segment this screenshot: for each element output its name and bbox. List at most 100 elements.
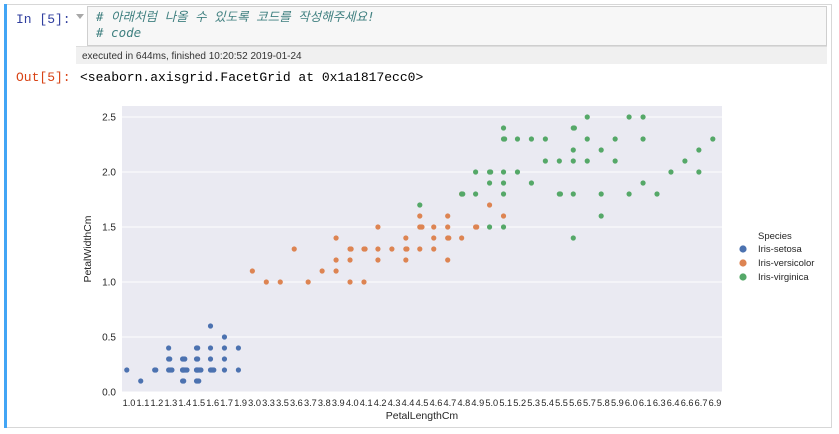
data-point: [195, 356, 201, 362]
legend-marker: [739, 273, 747, 281]
data-point: [403, 235, 409, 241]
data-point: [500, 224, 507, 230]
data-points: [124, 114, 716, 384]
data-point: [166, 345, 172, 351]
data-point: [235, 345, 242, 351]
x-tick-labels: 1.0 1.1 1.2 1.3 1.4 1.5 1.6 1.7 1.9 3.0 3.3 3.5 3.6 3…: [123, 398, 722, 408]
x-tick-label: 3.6: [290, 398, 303, 408]
y-tick-label: 1.0: [102, 278, 116, 289]
x-tick-label: 4.0: [346, 398, 359, 408]
data-point: [640, 180, 646, 186]
data-point: [640, 114, 646, 120]
y-tick-label: 2.0: [102, 168, 116, 179]
data-point: [460, 191, 466, 197]
data-point: [626, 191, 632, 197]
data-point: [598, 213, 604, 219]
x-tick-label: 5.1: [499, 398, 512, 408]
x-tick-label: 6.0: [625, 398, 638, 408]
data-point: [486, 224, 493, 230]
data-point: [584, 158, 590, 164]
notebook-cell[interactable]: [4, 4, 832, 428]
x-tick-label: 5.9: [611, 398, 624, 408]
x-tick-label: 5.8: [597, 398, 610, 408]
x-tick-label: 5.5: [555, 398, 568, 408]
output-prompt: Out[5]:: [16, 70, 71, 85]
x-tick-label: 6.9: [709, 398, 722, 408]
data-point: [375, 246, 381, 252]
data-point: [500, 213, 507, 219]
data-point: [347, 279, 353, 285]
data-point: [124, 367, 130, 373]
data-point: [319, 268, 325, 274]
data-point: [626, 114, 632, 120]
data-point: [211, 367, 217, 373]
x-tick-label: 6.1: [639, 398, 652, 408]
data-point: [500, 191, 507, 197]
legend-entry: Iris-versicolor: [758, 258, 814, 269]
data-point: [486, 180, 493, 186]
data-point: [500, 169, 507, 175]
x-tick-label: 4.9: [471, 398, 484, 408]
data-point: [305, 279, 311, 285]
data-point: [445, 213, 451, 219]
y-tick-label: 0.0: [102, 388, 116, 399]
data-point: [221, 345, 228, 351]
data-point: [347, 257, 353, 263]
data-point: [446, 235, 452, 241]
data-point: [333, 235, 339, 241]
data-point: [221, 367, 228, 373]
y-tick-label: 0.5: [102, 333, 116, 344]
data-point: [584, 136, 590, 142]
data-point: [291, 246, 297, 252]
data-point: [348, 246, 354, 252]
code-editor[interactable]: # 아래처럼 나올 수 있도록 코드를 작성해주세요! # code: [87, 6, 827, 46]
x-tick-label: 5.3: [527, 398, 540, 408]
x-tick-label: 6.7: [695, 398, 708, 408]
execution-info: executed in 644ms, finished 10:20:52 201…: [76, 46, 827, 64]
data-point: [417, 202, 423, 208]
data-point: [557, 191, 564, 197]
data-point: [570, 147, 576, 153]
code-line-2: # code: [96, 25, 142, 40]
data-point: [138, 378, 144, 384]
grid-lines: [122, 116, 722, 393]
data-point: [181, 378, 187, 384]
data-point: [570, 191, 576, 197]
y-tick-label: 2.5: [102, 113, 116, 124]
x-tick-label: 4.8: [457, 398, 470, 408]
x-tick-label: 1.5: [192, 398, 205, 408]
input-prompt: In [5]:: [16, 12, 71, 27]
data-point: [528, 136, 535, 142]
data-point: [556, 158, 562, 164]
x-tick-label: 1.9: [234, 398, 247, 408]
data-point: [459, 235, 465, 241]
y-tick-label: 1.5: [102, 223, 116, 234]
data-point: [473, 191, 479, 197]
x-tick-label: 1.4: [178, 398, 191, 408]
data-point: [528, 180, 535, 186]
data-point: [500, 180, 507, 186]
x-tick-label: 5.2: [513, 398, 526, 408]
x-tick-label: 3.9: [332, 398, 345, 408]
data-point: [488, 169, 494, 175]
collapse-toggle-icon[interactable]: [76, 14, 84, 19]
legend-entry: Iris-virginica: [758, 272, 809, 283]
legend: Species Iris-setosa Iris-versicolor Iris-v…: [739, 231, 814, 283]
x-tick-label: 5.7: [583, 398, 596, 408]
data-point: [417, 213, 423, 219]
x-tick-label: 3.0: [248, 398, 261, 408]
x-tick-label: 3.7: [304, 398, 317, 408]
data-point: [207, 345, 214, 351]
data-point: [542, 136, 548, 142]
scatter-chart: 1.0 1.1 1.2 1.3 1.4 1.5 1.6 1.7 1.9 3.0 3.3 3.5 3.6 3…: [82, 106, 814, 422]
legend-title: Species: [758, 231, 792, 242]
y-axis-label: PetalWidthCm: [82, 215, 94, 282]
x-tick-label: 4.4: [402, 398, 415, 408]
x-tick-label: 1.3: [164, 398, 177, 408]
x-tick-label: 1.1: [137, 398, 150, 408]
data-point: [389, 246, 395, 252]
x-tick-label: 1.0: [123, 398, 136, 408]
y-tick-labels: 0.0 0.5 1.0 1.5 2.0 2.5: [102, 113, 116, 399]
x-tick-label: 6.4: [667, 398, 680, 408]
data-point: [514, 136, 521, 142]
